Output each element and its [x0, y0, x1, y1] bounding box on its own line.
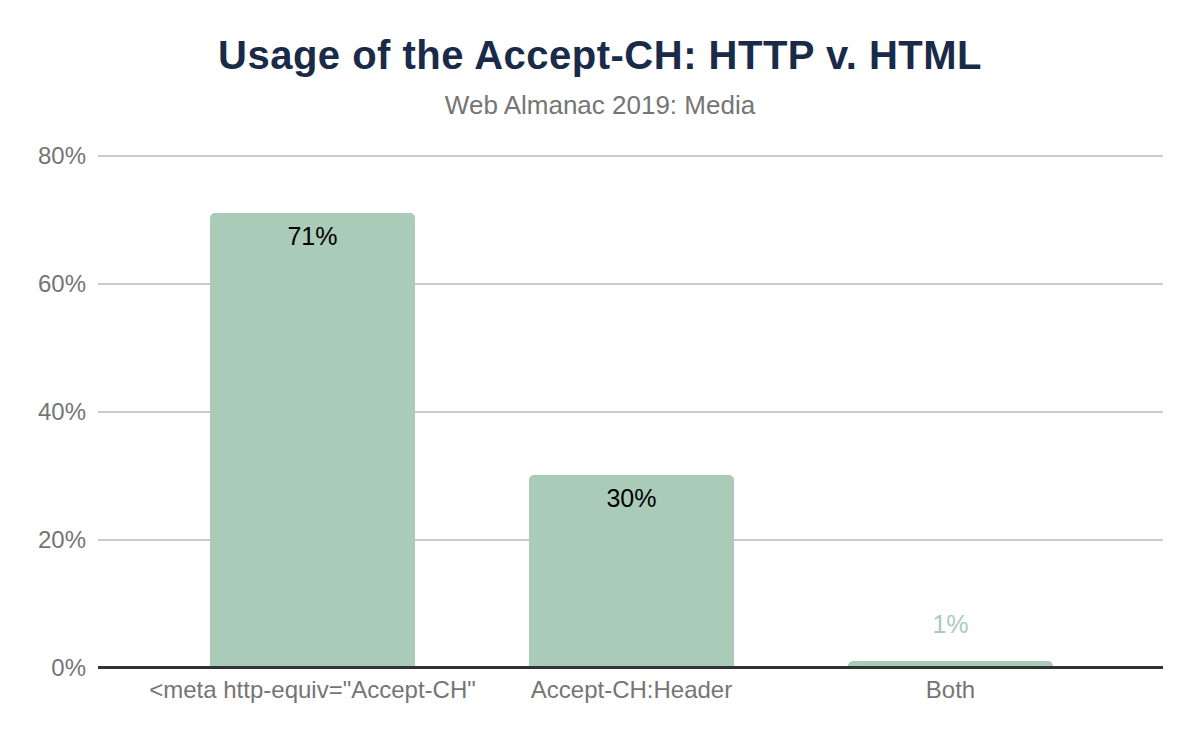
- y-axis-tick-label: 60%: [0, 270, 86, 298]
- bar-value-label: 30%: [529, 484, 734, 513]
- chart-container: Usage of the Accept-CH: HTTP v. HTML Web…: [0, 0, 1200, 742]
- bar-value-label: 71%: [210, 222, 415, 251]
- x-axis-line: [98, 666, 1163, 669]
- y-axis-tick-label: 0%: [0, 654, 86, 682]
- y-axis-tick-label: 80%: [0, 142, 86, 170]
- x-axis-category-label: Both: [926, 676, 975, 704]
- bar-meta-http-equiv[interactable]: 71%: [210, 213, 415, 667]
- plot-area: 80%60%40%20%0%71%<meta http-equiv="Accep…: [98, 156, 1163, 668]
- chart-title: Usage of the Accept-CH: HTTP v. HTML: [0, 33, 1200, 78]
- bar-value-label: 1%: [848, 610, 1053, 639]
- x-axis-category-label: Accept-CH:Header: [531, 676, 732, 704]
- bar-accept-ch-header[interactable]: 30%: [529, 475, 734, 667]
- chart-subtitle: Web Almanac 2019: Media: [0, 90, 1200, 121]
- gridline: [98, 155, 1163, 157]
- y-axis-tick-label: 20%: [0, 526, 86, 554]
- x-axis-category-label: <meta http-equiv="Accept-CH": [149, 676, 476, 704]
- y-axis-tick-label: 40%: [0, 398, 86, 426]
